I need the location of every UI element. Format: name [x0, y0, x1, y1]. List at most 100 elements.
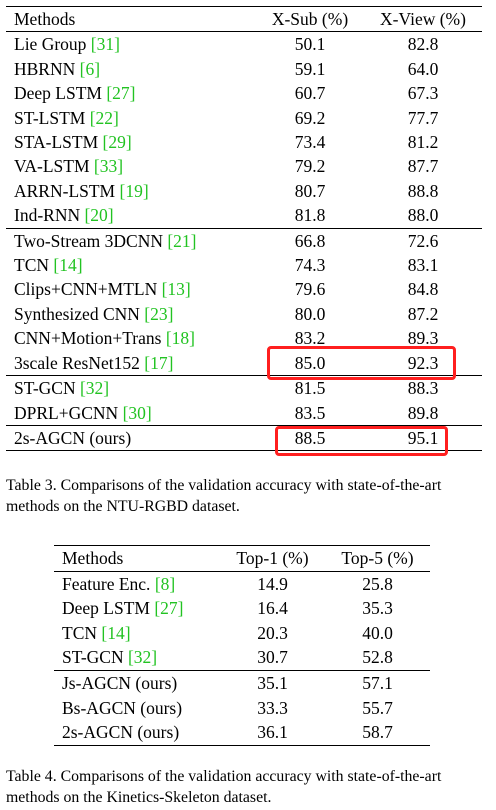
- value-cell: 89.3: [407, 328, 439, 349]
- column-header: Methods: [54, 545, 220, 572]
- value-cell: 84.8: [407, 279, 439, 300]
- citation-link: [8]: [154, 573, 176, 594]
- value-cell: 77.7: [407, 107, 439, 128]
- value-cell: 35.1: [220, 669, 325, 696]
- value-cell: 55.7: [362, 697, 393, 718]
- method-cell: Two-Stream 3DCNN [21]: [6, 227, 256, 254]
- value-cell: 66.8: [256, 227, 364, 254]
- value-cell: 79.6: [294, 279, 326, 300]
- method-cell: Deep LSTM [27]: [54, 596, 220, 621]
- value-cell: 83.5: [294, 402, 326, 423]
- citation-link: [14]: [53, 255, 83, 276]
- value-cell: 79.2: [294, 156, 326, 177]
- table-row: TCN [14] 74.3 83.1: [6, 253, 482, 277]
- method-name: 2s-AGCN (ours): [14, 427, 132, 448]
- header-row: Methods Top-1 (%) Top-5 (%): [54, 545, 430, 572]
- value-cell: 59.1: [294, 58, 326, 79]
- method-name: ST-LSTM: [14, 107, 90, 128]
- citation-link: [27]: [154, 598, 184, 619]
- citation-link: [14]: [101, 622, 131, 643]
- value-cell: 57.1: [325, 669, 430, 696]
- table-row: Ind-RNN [20] 81.8 88.0: [6, 203, 482, 228]
- value-cell: 88.0: [407, 205, 439, 226]
- value-cell: 58.7: [325, 720, 430, 746]
- value-cell: 33.3: [257, 697, 288, 718]
- value-cell: 89.8: [407, 402, 439, 423]
- method-cell: ST-GCN [32]: [6, 375, 256, 401]
- column-header: X-View (%): [364, 5, 482, 33]
- header-row: Methods X-Sub (%) X-View (%): [6, 5, 482, 33]
- method-name: DPRL+GCNN: [14, 402, 123, 423]
- table-4: Methods Top-1 (%) Top-5 (%) Feature Enc. [8…: [54, 545, 430, 746]
- method-cell: Feature Enc. [8]: [54, 571, 220, 596]
- method-cell: Bs-AGCN (ours): [54, 696, 220, 721]
- table-row: VA-LSTM [33] 79.2 87.7: [6, 154, 482, 178]
- method-cell: VA-LSTM [33]: [6, 154, 256, 178]
- table-row: 2s-AGCN (ours) 36.1 58.7: [54, 720, 430, 746]
- highlight-box-2s-agcn: [275, 426, 448, 456]
- method-cell: 2s-AGCN (ours): [6, 424, 256, 452]
- method-name: Ind-RNN: [14, 205, 85, 226]
- method-name: ARRN-LSTM: [14, 180, 120, 201]
- table-row: Two-Stream 3DCNN [21] 66.8 72.6: [6, 227, 482, 254]
- method-cell: CNN+Motion+Trans [18]: [6, 326, 256, 350]
- method-name: Feature Enc.: [62, 573, 155, 594]
- column-header: Top-1 (%): [220, 545, 325, 572]
- value-cell: 60.7: [294, 83, 326, 104]
- method-cell: TCN [14]: [54, 621, 220, 646]
- table-row: ST-LSTM [22] 69.2 77.7: [6, 106, 482, 130]
- table-4-caption: Table 4. Comparisons of the validation a…: [6, 768, 442, 806]
- method-name: 3scale ResNet152: [14, 352, 145, 373]
- table-row: Feature Enc. [8] 14.9 25.8: [54, 571, 430, 596]
- table-row: Lie Group [31] 50.1 82.8: [6, 32, 482, 57]
- value-cell: 25.8: [362, 573, 393, 594]
- table-row: 2s-AGCN (ours) 88.5 95.1: [6, 424, 482, 452]
- value-cell: 36.1: [220, 720, 325, 746]
- table-row: Js-AGCN (ours) 35.1 57.1: [54, 669, 430, 696]
- table-row: STA-LSTM [29] 73.4 81.2: [6, 130, 482, 154]
- citation-link: [19]: [119, 180, 149, 201]
- method-name: HBRNN: [14, 58, 80, 79]
- table-row: TCN [14] 20.3 40.0: [54, 621, 430, 646]
- citation-link: [31]: [90, 34, 120, 55]
- value-cell: 81.2: [407, 132, 439, 153]
- value-cell: 67.3: [407, 83, 439, 104]
- column-header: Methods: [6, 5, 256, 33]
- table-row: Synthesized CNN [23] 80.0 87.2: [6, 302, 482, 326]
- value-cell: 83.2: [294, 328, 326, 349]
- method-cell: HBRNN [6]: [6, 57, 256, 81]
- citation-link: [17]: [144, 352, 174, 373]
- value-cell: 35.3: [362, 598, 393, 619]
- method-name: Two-Stream 3DCNN: [14, 230, 168, 251]
- method-name: Bs-AGCN (ours): [62, 697, 183, 718]
- method-cell: 3scale ResNet152 [17]: [6, 351, 256, 376]
- citation-link: [33]: [93, 156, 124, 177]
- value-cell: 88.8: [407, 180, 439, 201]
- value-cell: 50.1: [294, 34, 326, 55]
- citation-link: [21]: [167, 230, 197, 251]
- table-row: Deep LSTM [27] 16.4 35.3: [54, 596, 430, 621]
- citation-link: [22]: [89, 107, 119, 128]
- value-cell: 87.2: [407, 303, 439, 324]
- method-name: VA-LSTM: [14, 156, 94, 177]
- method-name: TCN: [14, 255, 54, 276]
- method-name: ST-GCN: [62, 647, 128, 668]
- method-cell: Lie Group [31]: [6, 32, 256, 57]
- column-header: X-Sub (%): [256, 5, 364, 33]
- value-cell: 16.4: [257, 598, 288, 619]
- method-cell: TCN [14]: [6, 253, 256, 277]
- method-name: Deep LSTM: [62, 598, 155, 619]
- value-cell: 82.8: [407, 34, 439, 55]
- citation-link: [32]: [79, 378, 110, 399]
- citation-link: [23]: [144, 303, 174, 324]
- value-cell: 81.8: [294, 205, 326, 226]
- table-3: Methods X-Sub (%) X-View (%) Lie Group [31]…: [6, 5, 482, 452]
- method-cell: Ind-RNN [20]: [6, 203, 256, 228]
- method-cell: ST-GCN [32]: [54, 645, 220, 670]
- value-cell: 14.9: [257, 573, 288, 594]
- table-row: Clips+CNN+MTLN [13] 79.6 84.8: [6, 277, 482, 301]
- value-cell: 92.3: [407, 352, 439, 373]
- citation-link: [6]: [79, 58, 101, 79]
- method-cell: ARRN-LSTM [19]: [6, 179, 256, 203]
- value-cell: 95.1: [364, 424, 482, 452]
